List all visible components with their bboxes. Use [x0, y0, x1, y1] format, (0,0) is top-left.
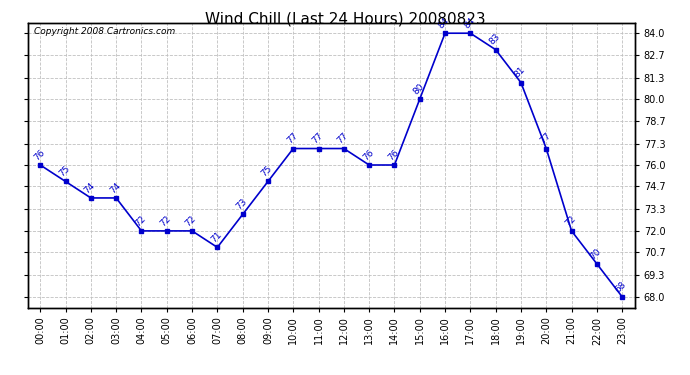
Text: 76: 76 — [386, 148, 401, 162]
Text: 74: 74 — [108, 181, 122, 195]
Text: 75: 75 — [57, 164, 72, 179]
Text: 77: 77 — [335, 131, 350, 146]
Text: 77: 77 — [310, 131, 325, 146]
Text: 77: 77 — [538, 131, 553, 146]
Text: 84: 84 — [437, 16, 451, 30]
Text: 76: 76 — [361, 148, 375, 162]
Text: 71: 71 — [209, 230, 224, 244]
Text: 74: 74 — [83, 181, 97, 195]
Text: 76: 76 — [32, 148, 46, 162]
Text: 77: 77 — [285, 131, 299, 146]
Text: Copyright 2008 Cartronics.com: Copyright 2008 Cartronics.com — [34, 27, 175, 36]
Text: 81: 81 — [513, 65, 527, 80]
Text: 73: 73 — [235, 197, 249, 211]
Text: 72: 72 — [563, 214, 578, 228]
Text: 83: 83 — [487, 32, 502, 47]
Text: 84: 84 — [462, 16, 476, 30]
Text: 72: 72 — [184, 214, 198, 228]
Text: Wind Chill (Last 24 Hours) 20080823: Wind Chill (Last 24 Hours) 20080823 — [205, 11, 485, 26]
Text: 70: 70 — [589, 247, 603, 261]
Text: 75: 75 — [259, 164, 274, 179]
Text: 68: 68 — [614, 279, 629, 294]
Text: 72: 72 — [159, 214, 172, 228]
Text: 80: 80 — [411, 82, 426, 96]
Text: 72: 72 — [133, 214, 148, 228]
